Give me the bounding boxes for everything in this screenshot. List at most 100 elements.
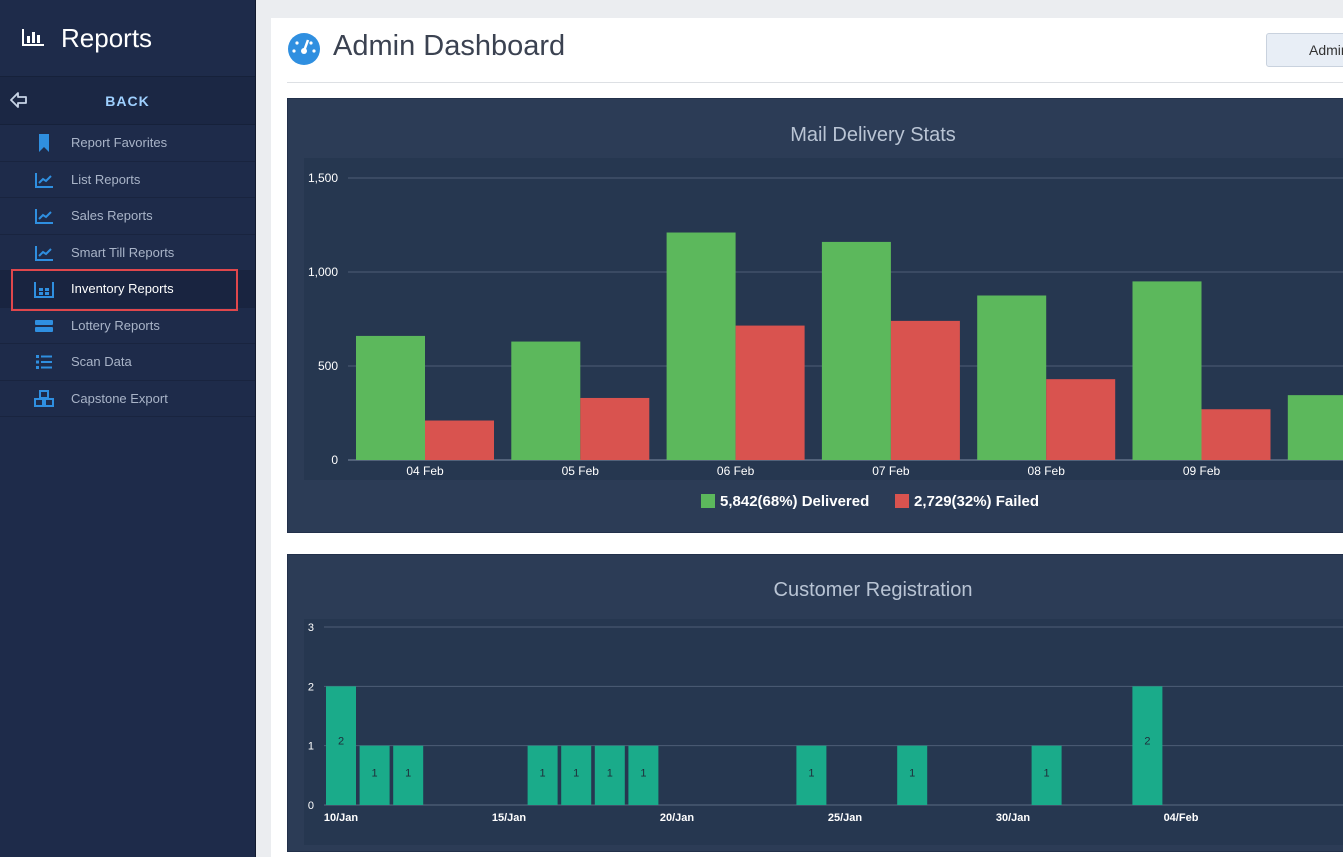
bar-value-label: 1 <box>1044 768 1050 780</box>
y-tick-label: 0 <box>308 800 314 812</box>
bar-delivered <box>821 241 891 460</box>
sidebar-item-smart-till-reports[interactable]: Smart Till Reports <box>0 235 255 271</box>
sidebar-item-label: Capstone Export <box>71 390 168 406</box>
y-tick-label: 1,000 <box>308 265 338 279</box>
y-tick-label: 2 <box>308 681 314 693</box>
x-tick-label: 07 Feb <box>872 464 910 478</box>
sidebar-item-sales-reports[interactable]: Sales Reports <box>0 198 255 235</box>
sidebar-item-list-reports[interactable]: List Reports <box>0 162 255 198</box>
bar-value-label: 1 <box>808 768 814 780</box>
dashboard-gauge-icon <box>288 33 320 65</box>
bar-value-label: 1 <box>573 768 579 780</box>
arrow-left-icon <box>10 92 27 108</box>
chart-title: Customer Registration <box>773 579 973 601</box>
plot-area <box>304 619 1343 845</box>
page-header: Admin Dashboard Admin D <box>287 18 1343 83</box>
bar-failed <box>580 397 650 460</box>
y-tick-label: 3 <box>308 622 314 634</box>
bar-value-label: 2 <box>338 735 344 747</box>
main-content: Admin Dashboard Admin D Mail Delivery St… <box>271 18 1343 857</box>
chart-line-icon <box>35 245 53 261</box>
x-tick-label: 04/Feb <box>1164 812 1199 824</box>
x-tick-label: 05 Feb <box>562 464 600 478</box>
registration-bar <box>1031 745 1062 805</box>
legend-label: 5,842(68%) Delivered <box>720 493 869 510</box>
list-icon <box>36 355 52 369</box>
bar-value-label: 2 <box>1144 735 1150 747</box>
legend-swatch <box>701 494 715 508</box>
bar-delivered <box>977 295 1047 460</box>
mail-delivery-chart: 0 500 1,000 1,500 04 Feb 05 Feb 06 Feb 07 Feb 08… <box>304 158 1343 510</box>
registration-bar <box>594 745 625 805</box>
sidebar: Reports BACK Report Favorites List Repor… <box>0 0 256 857</box>
y-tick-label: 500 <box>318 359 338 373</box>
x-tick-label: 06 Feb <box>717 464 755 478</box>
bar-value-label: 1 <box>909 768 915 780</box>
x-tick-label: 08 Feb <box>1028 464 1066 478</box>
legend-label: 2,729(32%) Failed <box>914 493 1039 510</box>
cubes-icon <box>34 389 54 407</box>
back-label: BACK <box>105 92 150 109</box>
page-title: Admin Dashboard <box>333 30 566 62</box>
y-tick-label: 1 <box>308 741 314 753</box>
x-tick-label: 30/Jan <box>996 812 1031 824</box>
sidebar-title: Reports <box>61 22 153 53</box>
bar-delivered <box>1132 281 1202 460</box>
bar-value-label: 1 <box>372 768 378 780</box>
sidebar-item-label: Inventory Reports <box>71 281 174 297</box>
sidebar-item-capstone-export[interactable]: Capstone Export <box>0 381 255 417</box>
sidebar-item-label: Scan Data <box>71 354 132 370</box>
ticket-icon <box>35 319 53 332</box>
bar-value-label: 1 <box>607 768 613 780</box>
selection-highlight <box>11 269 238 311</box>
sidebar-item-label: List Reports <box>71 171 141 187</box>
registration-bar <box>393 745 424 805</box>
admin-dropdown-button[interactable]: Admin D <box>1266 33 1343 67</box>
legend-swatch <box>895 494 909 508</box>
x-tick-label: 04 Feb <box>406 464 444 478</box>
registration-bar <box>326 686 356 805</box>
chart-line-icon <box>35 172 53 188</box>
bar-failed <box>1201 409 1271 460</box>
bar-failed <box>735 325 805 460</box>
registration-bar <box>527 745 558 805</box>
back-button[interactable]: BACK <box>0 77 255 125</box>
mail-delivery-panel: Mail Delivery Stats 0 500 1,000 1,500 04 Feb… <box>287 98 1343 533</box>
registration-bar <box>1132 686 1163 805</box>
sidebar-item-lottery-reports[interactable]: Lottery Reports <box>0 308 255 344</box>
bar-delivered <box>511 341 581 460</box>
sidebar-item-label: Report Favorites <box>71 135 168 151</box>
bar-failed <box>890 320 960 460</box>
y-tick-label: 0 <box>331 453 338 467</box>
bar-value-label: 1 <box>540 768 546 780</box>
bar-delivered <box>1287 395 1343 460</box>
x-tick-label: 15/Jan <box>492 812 527 824</box>
warehouse-icon <box>34 282 54 298</box>
sidebar-header: Reports <box>0 0 255 77</box>
registration-bar <box>561 745 592 805</box>
chart-title: Mail Delivery Stats <box>790 124 956 146</box>
bar-delivered <box>356 335 425 460</box>
bar-chart-icon <box>22 29 44 46</box>
bar-delivered <box>666 232 736 460</box>
registration-bar <box>897 745 928 805</box>
bookmark-icon <box>39 134 49 152</box>
x-tick-label: 25/Jan <box>828 812 863 824</box>
bar-value-label: 1 <box>640 768 646 780</box>
y-tick-label: 1,500 <box>308 171 338 185</box>
chart-line-icon <box>35 209 53 224</box>
sidebar-item-scan-data[interactable]: Scan Data <box>0 344 255 381</box>
sidebar-item-label: Smart Till Reports <box>71 244 175 260</box>
sidebar-item-inventory-reports[interactable]: Inventory Reports <box>0 269 255 311</box>
x-tick-label: 10/Jan <box>324 812 359 824</box>
registration-bar <box>796 745 827 805</box>
customer-registration-chart: 0 1 2 3 2 1 1 1 1 1 1 1 1 1 2 10/Jan 15/Jan 20/Jan 25/Jan 3… <box>304 619 1343 845</box>
x-tick-label: 20/Jan <box>660 812 695 824</box>
x-tick-label: 09 Feb <box>1183 464 1221 478</box>
sidebar-item-label: Sales Reports <box>71 208 153 224</box>
bar-value-label: 1 <box>405 768 411 780</box>
registration-bar <box>628 745 659 805</box>
sidebar-item-report-favorites[interactable]: Report Favorites <box>0 125 255 162</box>
sidebar-item-label: Lottery Reports <box>71 317 160 333</box>
bar-failed <box>425 420 494 460</box>
